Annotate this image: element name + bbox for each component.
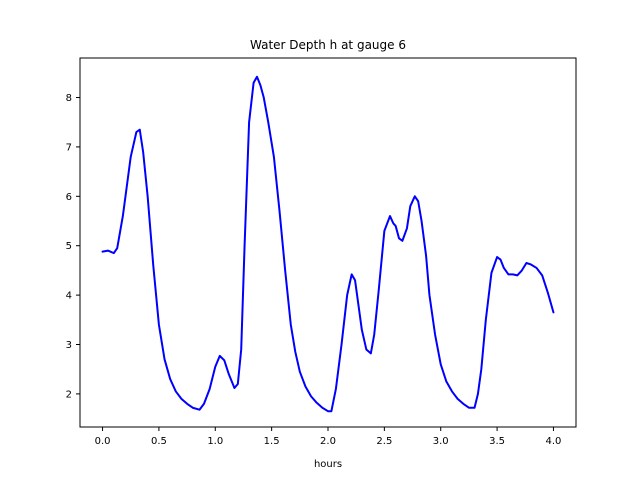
series-line: [101, 75, 555, 413]
y-tick-label: 8: [66, 93, 72, 104]
x-tick-label: 3.5: [489, 436, 505, 447]
x-axis-title: hours: [314, 459, 342, 470]
x-axis: 0.0 0.5 1.0 1.5 2.0 2.5 3.0 3.5 4.0: [95, 427, 562, 447]
y-tick-label: 3: [66, 340, 72, 351]
x-tick-label: 2.5: [376, 436, 392, 447]
x-tick-label: 1.5: [264, 436, 280, 447]
y-tick-label: 4: [66, 291, 72, 302]
y-axis: 2 3 4 5 6 7 8: [66, 93, 80, 400]
plot-area: [101, 75, 555, 413]
x-tick-label: 1.0: [207, 436, 223, 447]
y-tick-label: 2: [66, 389, 72, 400]
y-tick-label: 6: [66, 192, 72, 203]
y-tick-label: 5: [66, 241, 72, 252]
chart-title: Water Depth h at gauge 6: [250, 38, 406, 52]
x-tick-label: 0.0: [95, 436, 111, 447]
x-tick-label: 4.0: [546, 436, 562, 447]
x-tick-label: 0.5: [151, 436, 167, 447]
y-tick-label: 7: [66, 142, 72, 153]
x-tick-label: 2.0: [320, 436, 336, 447]
x-tick-label: 3.0: [433, 436, 449, 447]
